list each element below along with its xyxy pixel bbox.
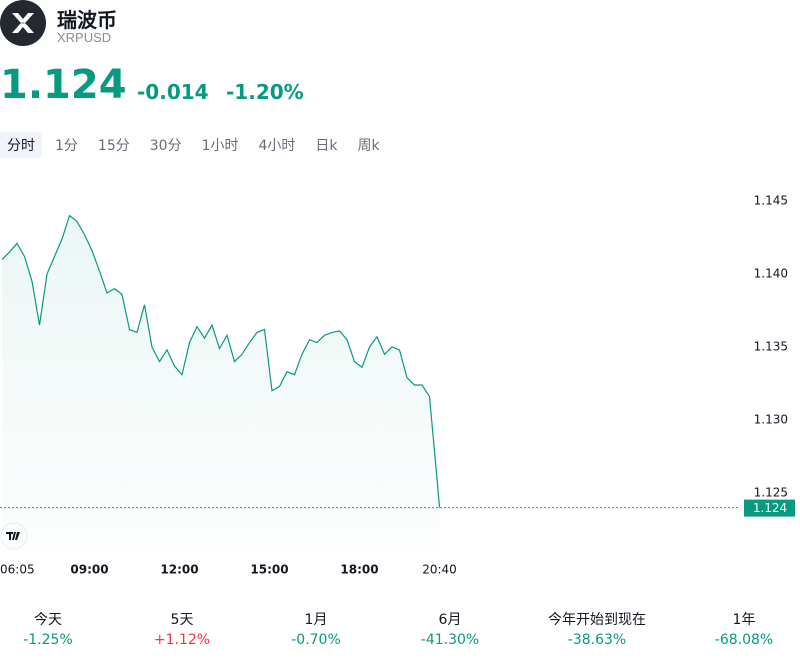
- y-tick-label: 1.135: [754, 340, 788, 354]
- period: 1年: [732, 612, 756, 628]
- tab[interactable]: 分时: [0, 132, 42, 158]
- tab[interactable]: 30分: [149, 138, 182, 154]
- period: 今年开始到现在: [548, 612, 646, 628]
- period: 1月: [304, 612, 328, 628]
- period-change: -38.63%: [567, 632, 627, 648]
- price-line: [1, 214, 441, 508]
- last-price-box: [744, 499, 795, 517]
- performance-item: 5天 +1.12%: [102, 610, 262, 650]
- period: 5天: [170, 612, 194, 628]
- tab[interactable]: 4小时: [258, 138, 296, 154]
- tab[interactable]: 15分: [97, 138, 130, 154]
- x-tick-label: 15:00: [250, 563, 288, 577]
- tab[interactable]: 日k: [315, 138, 338, 154]
- symbol: XRPUSD: [57, 30, 112, 45]
- tabs: 分时 1分 15分 30分 1小时 4小时 日k 周k: [0, 132, 387, 158]
- x-tick-label: 09:00: [70, 563, 108, 577]
- x-tick-label: 06:05: [0, 563, 35, 577]
- performance-item: 6月 -41.30%: [370, 610, 530, 650]
- performance-item: 今天 -1.25%: [0, 610, 128, 650]
- period: 6月: [438, 612, 462, 628]
- tab[interactable]: 1分: [55, 138, 78, 154]
- period: 今天: [34, 612, 62, 628]
- performance-item: 1月 -0.70%: [236, 610, 396, 650]
- change: -0.014: [137, 80, 209, 104]
- change-pct: -1.20%: [226, 80, 304, 104]
- performance-item: 1年 -68.08%: [664, 610, 800, 650]
- period-change: +1.12%: [153, 632, 211, 648]
- tab[interactable]: 1小时: [201, 138, 239, 154]
- period-change: -0.70%: [291, 632, 341, 648]
- last-price-label: 1.124: [753, 501, 787, 515]
- title: 瑞波币: [57, 8, 117, 32]
- performance-item: 今年开始到现在 -38.63%: [517, 610, 677, 650]
- x-tick-label: 20:40: [422, 563, 457, 577]
- period-change: -41.30%: [420, 632, 480, 648]
- x-tick-label: 12:00: [160, 563, 198, 577]
- tab[interactable]: 周k: [357, 138, 380, 154]
- y-tick-label: 1.140: [754, 267, 788, 281]
- y-tick-label: 1.145: [754, 194, 788, 208]
- period-change: -1.25%: [23, 632, 73, 648]
- period-change: -68.08%: [714, 632, 774, 648]
- area-fill: [2, 215, 440, 552]
- price: 1.124: [0, 62, 127, 108]
- chart: 1.125 1.130 1.135 1.140 1.145 06:05 09:00 12:00…: [0, 194, 795, 577]
- x-tick-label: 18:00: [340, 563, 378, 577]
- logo: [0, 0, 46, 46]
- y-tick-label: 1.125: [754, 486, 788, 500]
- y-tick-label: 1.130: [754, 413, 788, 427]
